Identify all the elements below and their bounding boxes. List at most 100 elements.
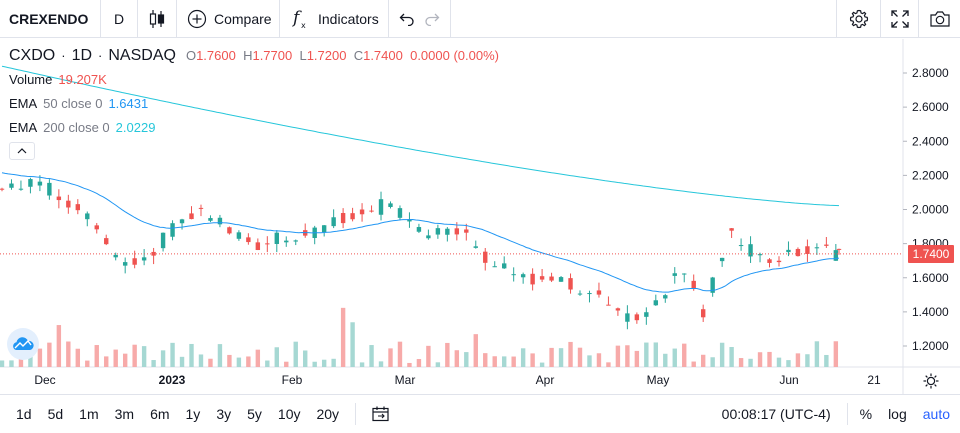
volume-bar [340, 307, 346, 367]
range-button-5y[interactable]: 5y [247, 406, 262, 422]
volume-bar [160, 350, 166, 367]
volume-bar [814, 341, 820, 367]
volume-bar [644, 342, 649, 367]
candle-body [663, 295, 668, 299]
candle-body [710, 277, 715, 293]
range-button-1y[interactable]: 1y [185, 406, 201, 422]
fullscreen-button[interactable] [880, 0, 918, 38]
volume-bar [634, 350, 640, 367]
legend-main-row: CXDO · 1D · NASDAQ O1.7600 H1.7700 L1.72… [9, 48, 499, 72]
volume-bar [700, 354, 706, 367]
range-button-1d[interactable]: 1d [16, 406, 32, 422]
candle-body [378, 199, 384, 215]
candle-body [331, 217, 336, 227]
candle-body [435, 228, 441, 235]
change-value: 0.0000 (0.00%) [410, 48, 499, 63]
candle-body [682, 273, 687, 275]
price-tick-label: 2.0000 [912, 203, 949, 217]
price-chart[interactable]: 2.80002.60002.40002.20002.00001.80001.60… [0, 39, 960, 395]
range-button-6m[interactable]: 6m [150, 406, 170, 422]
volume-bar [833, 341, 839, 367]
volume-bar [539, 362, 545, 367]
time-tick-label: Feb [282, 373, 303, 387]
auto-scale-button[interactable]: auto [922, 406, 950, 422]
candle-body [293, 240, 298, 242]
volume-bar [378, 361, 384, 367]
goto-date-button[interactable] [364, 395, 398, 433]
range-button-1m[interactable]: 1m [79, 406, 99, 422]
log-scale-button[interactable]: log [888, 406, 907, 422]
candle-body [265, 243, 270, 245]
volume-label: Volume [9, 72, 53, 87]
undo-redo-group [389, 0, 451, 38]
tradingview-logo[interactable] [7, 328, 39, 360]
volume-value: 19.207K [58, 72, 107, 87]
candle-body [0, 188, 5, 190]
time-tick-label: Mar [395, 373, 416, 387]
redo-icon[interactable] [424, 12, 440, 26]
volume-bar [748, 358, 753, 367]
volume-bar [824, 354, 829, 367]
range-button-3y[interactable]: 3y [216, 406, 232, 422]
volume-bar [388, 348, 393, 367]
volume-bar [227, 354, 232, 367]
toolbar-spacer [451, 0, 836, 38]
compare-button[interactable]: Compare [177, 0, 280, 38]
divider [846, 403, 848, 425]
candle-body [625, 313, 630, 322]
volume-bar [217, 344, 223, 367]
low-value: 1.7200 [306, 48, 347, 63]
range-button-10y[interactable]: 10y [277, 406, 301, 422]
timezone-clock[interactable]: 00:08:17 (UTC-4) [721, 406, 831, 422]
candle-body [56, 196, 62, 201]
candle-body [369, 210, 374, 212]
ema50-line [1, 172, 840, 293]
range-button-5d[interactable]: 5d [47, 406, 64, 422]
legend-exchange: NASDAQ [108, 47, 176, 64]
chart-legend: CXDO · 1D · NASDAQ O1.7600 H1.7700 L1.72… [9, 48, 499, 144]
volume-bar [122, 353, 128, 367]
volume-bar [113, 349, 118, 367]
candle-body [577, 293, 583, 295]
legend-collapse-button[interactable] [9, 142, 35, 160]
ema50-label: EMA [9, 96, 38, 111]
volume-bar [66, 341, 71, 367]
legend-symbol[interactable]: CXDO [9, 47, 56, 64]
range-button-3m[interactable]: 3m [114, 406, 135, 422]
last-price-tag: 1.7400 [908, 245, 954, 263]
candle-body [321, 225, 327, 233]
volume-bar [435, 362, 441, 367]
legend-ema50-row[interactable]: EMA 50 close 0 1.6431 [9, 96, 499, 120]
candle-body [170, 223, 175, 237]
candle-body [416, 227, 422, 232]
indicators-button[interactable]: f x Indicators [280, 0, 389, 38]
candle-body [836, 248, 842, 250]
volume-bar [151, 360, 156, 367]
undo-icon[interactable] [399, 12, 415, 26]
high-label: H [243, 48, 253, 63]
volume-bar [596, 353, 602, 367]
volume-bar [795, 353, 801, 367]
symbol-search-button[interactable]: CREXENDO [0, 0, 101, 38]
volume-bar [0, 360, 5, 367]
volume-bar [56, 325, 62, 367]
chart-type-button[interactable] [138, 0, 177, 38]
candle-body [18, 188, 24, 190]
price-tick-label: 1.2000 [912, 339, 949, 353]
volume-bar [738, 358, 744, 367]
percent-scale-button[interactable]: % [859, 406, 873, 422]
candle-body [217, 217, 223, 225]
candle-body [28, 179, 33, 187]
plus-circle-icon [187, 9, 207, 28]
candle-body [160, 232, 166, 249]
time-axis-settings-button[interactable] [918, 371, 944, 391]
legend-ema200-row[interactable]: EMA 200 close 0 2.0229 [9, 120, 499, 144]
range-button-20y[interactable]: 20y [316, 406, 340, 422]
snapshot-button[interactable] [918, 0, 960, 38]
price-tick-label: 2.6000 [912, 100, 949, 114]
settings-button[interactable] [836, 0, 880, 38]
volume-bar [729, 347, 734, 367]
interval-button[interactable]: D [101, 0, 138, 38]
legend-volume-row[interactable]: Volume 19.207K [9, 72, 499, 96]
fullscreen-icon [890, 9, 909, 28]
